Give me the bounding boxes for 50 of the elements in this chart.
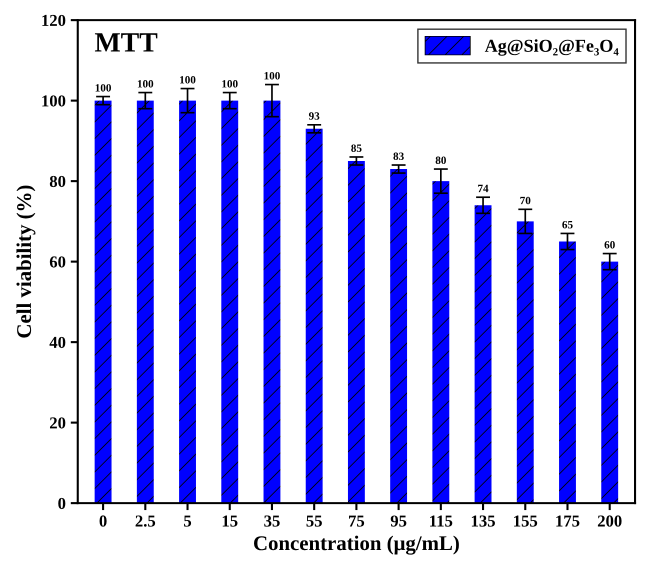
data-label: 100	[96, 84, 111, 92]
data-label: 100	[138, 80, 154, 88]
x-tick-label: 135	[472, 515, 495, 527]
x-tick-label: 15	[222, 515, 238, 527]
data-label: 93	[308, 112, 320, 120]
data-label: 83	[393, 152, 404, 160]
bar	[474, 205, 492, 504]
y-tick-label: 60	[50, 256, 66, 268]
y-tick-label: 20	[50, 417, 66, 429]
bar	[221, 100, 238, 504]
x-tick-label: 175	[556, 515, 580, 527]
bar	[348, 161, 365, 504]
bar	[136, 100, 154, 504]
x-tick-label: 75	[349, 516, 364, 527]
x-tick-label: 155	[514, 515, 538, 527]
data-label: 100	[222, 80, 238, 88]
bar	[432, 181, 450, 504]
legend-label: Ag@SiO₂@Fe₃O₄	[484, 39, 619, 56]
y-tick-label: 40	[50, 336, 66, 348]
data-label: 65	[562, 220, 573, 228]
y-axis-title: Cell viability (%)	[16, 186, 36, 338]
x-tick-label: 0	[100, 515, 107, 527]
x-axis-title: Concentration (μg/mL)	[254, 536, 459, 555]
bar	[179, 100, 196, 504]
data-label: 60	[604, 241, 615, 249]
x-tick-label: 200	[598, 515, 622, 527]
data-label: 100	[180, 76, 196, 84]
bar	[601, 262, 618, 504]
data-label: 70	[520, 196, 530, 204]
data-label: 74	[478, 184, 488, 192]
y-tick-label: 120	[42, 14, 66, 26]
bar	[559, 242, 576, 504]
bar	[516, 221, 534, 504]
x-tick-label: 2.5	[136, 515, 156, 527]
y-tick-label: 100	[42, 95, 66, 107]
data-label: 85	[351, 144, 362, 152]
bar	[390, 169, 408, 504]
x-tick-label: 5	[184, 516, 192, 527]
data-label: 100	[264, 72, 280, 80]
data-label: 80	[436, 156, 446, 164]
x-tick-label: 55	[306, 516, 322, 527]
bar	[264, 100, 280, 504]
x-tick-label: 35	[264, 515, 280, 527]
x-tick-label: 115	[430, 515, 452, 527]
bar	[94, 100, 112, 504]
y-tick-label: 80	[50, 176, 66, 188]
annotation: MTT	[94, 33, 158, 52]
x-tick-label: 95	[390, 515, 406, 527]
bar	[306, 128, 323, 504]
y-tick-label: 0	[58, 498, 66, 510]
